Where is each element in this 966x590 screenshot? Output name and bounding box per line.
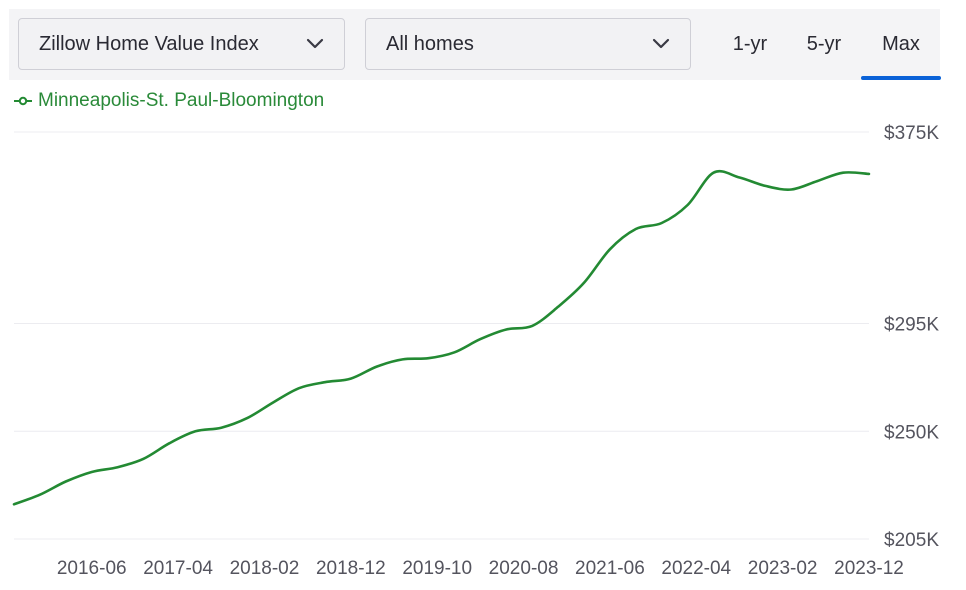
chevron-down-icon (652, 38, 670, 49)
homes-dropdown[interactable]: All homes (365, 18, 691, 70)
y-tick-label: $250K (884, 422, 939, 443)
metric-dropdown-label: Zillow Home Value Index (39, 33, 259, 55)
x-tick-label: 2023-02 (748, 558, 818, 579)
y-tick-label: $375K (884, 123, 939, 144)
active-tab-underline (861, 76, 941, 80)
legend-label: Minneapolis-St. Paul-Bloomington (38, 90, 325, 111)
x-tick-label: 2018-02 (230, 558, 300, 579)
tab-max-label: Max (882, 33, 920, 55)
tab-1-yr[interactable]: 1-yr (721, 9, 779, 80)
series-line (12, 169, 871, 506)
x-tick-label: 2023-12 (834, 558, 904, 579)
chevron-down-icon (306, 38, 324, 49)
x-tick-label: 2020-08 (489, 558, 559, 579)
legend-item[interactable]: Minneapolis-St. Paul-Bloomington (14, 89, 324, 113)
y-tick-label: $295K (884, 315, 939, 336)
tab-5-yr-label: 5-yr (806, 33, 842, 55)
x-tick-label: 2022-04 (661, 558, 731, 579)
x-tick-label: 2019-10 (402, 558, 472, 579)
y-tick-label: $205K (884, 530, 939, 551)
homes-dropdown-label: All homes (386, 33, 474, 55)
x-tick-label: 2021-06 (575, 558, 645, 579)
tab-max[interactable]: Max (861, 9, 941, 80)
x-tick-label: 2018-12 (316, 558, 386, 579)
tab-1-yr-label: 1-yr (732, 33, 768, 55)
x-tick-label: 2016-06 (57, 558, 127, 579)
series-marker-icon (14, 96, 32, 106)
tab-5-yr[interactable]: 5-yr (796, 9, 852, 80)
metric-dropdown[interactable]: Zillow Home Value Index (18, 18, 345, 70)
chart-toolbar: Zillow Home Value Index All homes 1-yr 5… (9, 9, 941, 80)
x-tick-label: 2017-04 (143, 558, 213, 579)
